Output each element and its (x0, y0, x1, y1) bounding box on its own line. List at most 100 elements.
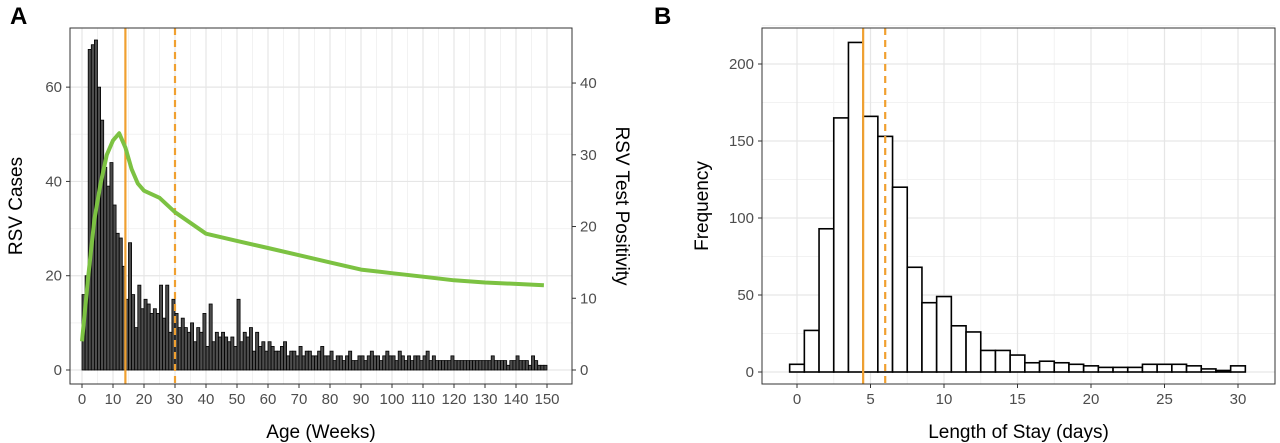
case-bar (134, 327, 139, 371)
case-bar (400, 355, 405, 371)
case-bar (500, 360, 504, 371)
case-bar (261, 341, 266, 371)
case-bar (264, 350, 269, 371)
case-bar (428, 360, 433, 371)
case-bar (217, 336, 222, 371)
x-tick-label: 70 (291, 391, 308, 408)
case-bar (543, 364, 548, 371)
los-bar (950, 324, 967, 373)
y-tick-label: 100 (729, 210, 754, 227)
x-axis-title-b: Length of Stay (days) (928, 422, 1109, 443)
case-bar (131, 294, 136, 371)
case-bar (450, 355, 455, 371)
case-bar (211, 341, 216, 371)
x-tick-label: 15 (1009, 391, 1026, 408)
case-bar (503, 360, 508, 371)
case-bar (202, 313, 207, 371)
case-bar (515, 355, 520, 371)
case-bar (528, 364, 532, 371)
los-bar (965, 331, 982, 373)
case-bar (447, 360, 452, 371)
los-bar (1185, 365, 1203, 373)
case-bar (214, 331, 219, 371)
case-bar (236, 298, 241, 371)
case-bar (363, 360, 368, 371)
panel-a: 0 10 20 30 40 50 60 70 80 90 100 110 120 130 140 150020… (6, 3, 632, 443)
case-bar (469, 360, 473, 371)
case-bar (338, 355, 343, 371)
case-bar (103, 166, 108, 371)
case-bar (100, 119, 105, 371)
case-bar (183, 327, 188, 371)
case-bar (438, 360, 442, 371)
case-bar (258, 346, 263, 371)
case-bar (283, 341, 287, 371)
case-bar (252, 350, 256, 371)
los-bar (1156, 363, 1173, 373)
x-tick-label: 130 (472, 391, 497, 408)
x-tick-label: 150 (534, 391, 559, 408)
los-bar (832, 117, 850, 373)
case-bar (416, 355, 421, 371)
case-bar (394, 360, 399, 371)
x-tick-label: 30 (167, 391, 184, 408)
case-bar (354, 360, 359, 371)
x-tick-label: 0 (793, 391, 801, 408)
x-tick-label: 60 (260, 391, 277, 408)
case-bar (87, 49, 92, 371)
y-tick-label: 200 (729, 56, 754, 73)
x-tick-label: 10 (105, 391, 122, 408)
case-bar (196, 327, 201, 371)
case-bar (109, 162, 114, 371)
case-bar (255, 331, 260, 371)
y-tick-label: 0 (746, 364, 754, 381)
case-bar (224, 336, 229, 371)
case-bar (301, 355, 306, 371)
case-bar (242, 331, 247, 371)
case-bar (270, 346, 275, 371)
case-bar (295, 355, 300, 371)
los-bar (788, 363, 806, 373)
case-bar (431, 355, 436, 371)
los-bar (994, 349, 1011, 373)
case-bar (351, 360, 356, 371)
case-bar (540, 364, 545, 371)
case-bar (245, 336, 250, 371)
x-tick-label: 5 (866, 391, 874, 408)
case-bar (465, 360, 470, 371)
y2-tick-label: 30 (580, 147, 597, 164)
x-tick-label: 10 (936, 391, 953, 408)
x-tick-label: 50 (229, 391, 246, 408)
case-bar (493, 360, 498, 371)
los-bar (1038, 360, 1056, 373)
case-bar (106, 185, 111, 371)
los-bar (1053, 361, 1070, 373)
y2-tick-label: 40 (580, 75, 597, 92)
case-bar (97, 86, 101, 371)
los-bar (818, 227, 835, 373)
case-bar (149, 313, 154, 371)
case-bar (481, 360, 486, 371)
case-bar (208, 303, 213, 371)
y-tick-label: 0 (54, 362, 62, 379)
case-bar (357, 355, 362, 371)
case-bar (90, 44, 95, 371)
case-bar (112, 204, 117, 371)
y-tick-label: 20 (45, 268, 62, 285)
los-bar (1082, 365, 1100, 373)
case-bar (459, 360, 464, 371)
case-bar (190, 322, 194, 371)
y-axis-title-a: RSV Cases (6, 157, 27, 255)
los-bar (906, 266, 923, 373)
case-bar (320, 346, 325, 371)
case-bar (162, 317, 167, 371)
los-bar (935, 295, 953, 373)
x-tick-label: 120 (441, 391, 466, 408)
los-bar (1141, 363, 1158, 373)
case-bar (143, 298, 148, 371)
y2-tick-label: 20 (580, 219, 597, 236)
x-tick-label: 140 (503, 391, 528, 408)
x-tick-label: 100 (379, 391, 404, 408)
case-bar (472, 360, 477, 371)
